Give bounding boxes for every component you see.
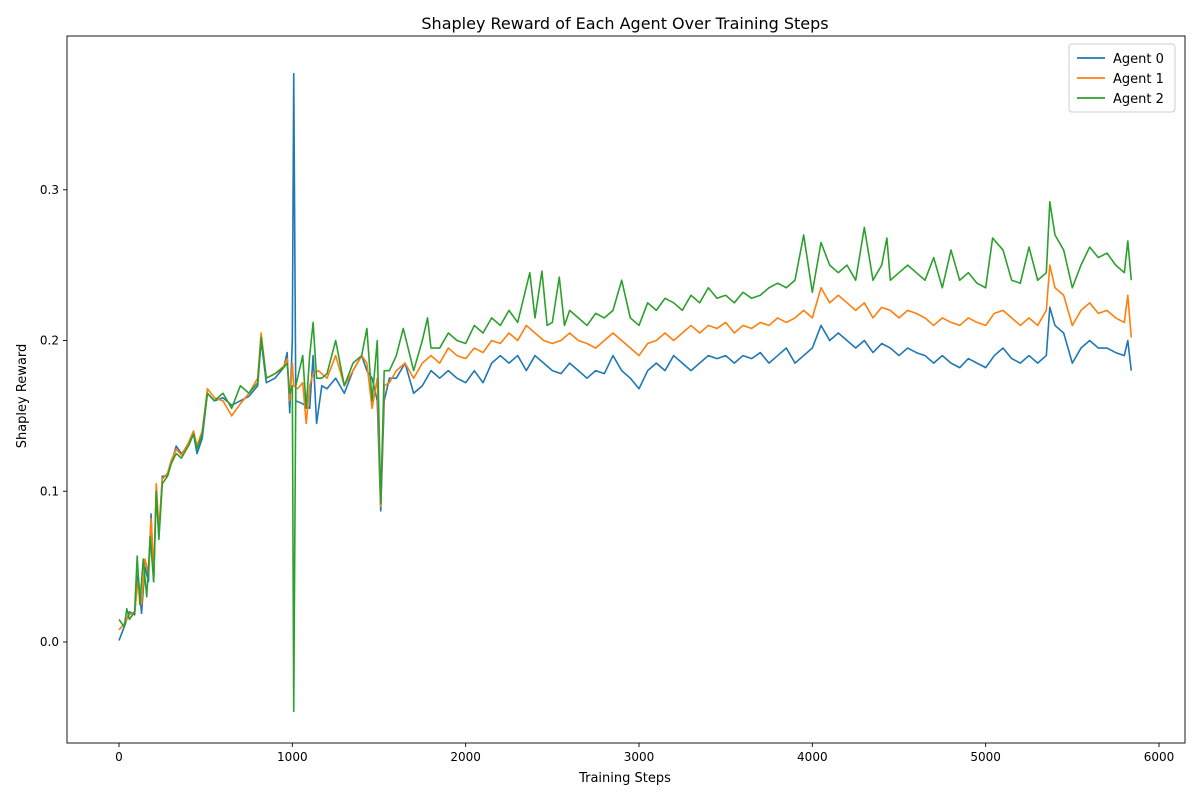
x-tick-label: 0 bbox=[115, 750, 123, 764]
legend: Agent 0 Agent 1 Agent 2 bbox=[1068, 43, 1176, 113]
x-tick-label: 5000 bbox=[970, 750, 1001, 764]
y-tick-label: 0.1 bbox=[40, 484, 59, 498]
x-tick-label: 1000 bbox=[277, 750, 308, 764]
axes: 0 1000 2000 3000 4000 5000 6000 0.0 0.1 0.2 0.3 bbox=[40, 35, 1186, 764]
plot-frame bbox=[66, 35, 1186, 744]
y-axis-label: Shapley Reward bbox=[15, 344, 30, 449]
series-line-agent-1 bbox=[118, 264, 1133, 631]
x-tick-label: 3000 bbox=[624, 750, 655, 764]
legend-label-agent-0: Agent 0 bbox=[1113, 52, 1164, 67]
chart-title: Shapley Reward of Each Agent Over Traini… bbox=[421, 14, 828, 33]
series-line-agent-2 bbox=[118, 201, 1133, 713]
legend-label-agent-2: Agent 2 bbox=[1113, 92, 1164, 107]
y-tick-label: 0.0 bbox=[40, 635, 59, 649]
y-tick-label: 0.2 bbox=[40, 334, 59, 348]
legend-box bbox=[1068, 43, 1176, 113]
plot-area bbox=[118, 72, 1133, 713]
series-line-agent-0 bbox=[118, 72, 1133, 641]
x-tick-label: 6000 bbox=[1144, 750, 1175, 764]
x-axis-label: Training Steps bbox=[578, 771, 671, 786]
legend-label-agent-1: Agent 1 bbox=[1113, 72, 1164, 87]
x-tick-label: 2000 bbox=[450, 750, 481, 764]
y-tick-label: 0.3 bbox=[40, 183, 59, 197]
x-tick-label: 4000 bbox=[797, 750, 828, 764]
